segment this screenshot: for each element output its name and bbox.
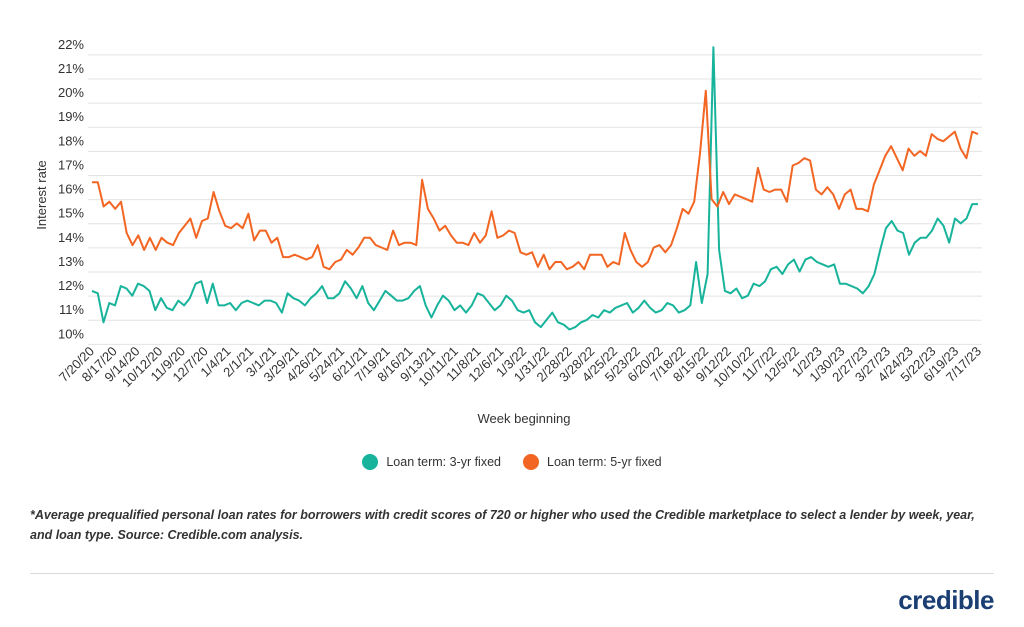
y-axis-ticks: 10% 11% 12% 13% 14% 15% 16% 17% 18% 19% 20% 21% 22%	[58, 37, 84, 342]
gridlines	[88, 54, 982, 345]
y-tick-label: 17%	[58, 157, 84, 172]
legend-label-3yr: Loan term: 3-yr fixed	[386, 455, 501, 469]
divider	[30, 573, 994, 574]
series-lines	[91, 46, 979, 331]
legend-label-5yr: Loan term: 5-yr fixed	[547, 455, 662, 469]
y-tick-label: 13%	[58, 254, 84, 269]
y-tick-label: 16%	[58, 182, 84, 197]
y-tick-label: 21%	[58, 61, 84, 76]
legend-item-3yr: Loan term: 3-yr fixed	[362, 454, 501, 470]
y-tick-label: 15%	[58, 206, 84, 221]
y-tick-label: 10%	[58, 326, 84, 341]
y-tick-label: 12%	[58, 278, 84, 293]
legend-item-5yr: Loan term: 5-yr fixed	[523, 454, 662, 470]
credible-logo: credible	[898, 585, 994, 615]
y-tick-label: 14%	[58, 230, 84, 245]
series-line-3yr	[91, 46, 978, 331]
y-tick-label: 11%	[59, 302, 84, 317]
y-tick-label: 18%	[58, 133, 84, 148]
x-axis-ticks: 7/20/208/17/209/14/2010/12/2011/9/2012/7…	[56, 344, 984, 390]
y-tick-label: 22%	[58, 37, 84, 52]
y-axis-title: Interest rate	[34, 160, 49, 229]
line-chart: 10%11%12%13%14%15%16%17%18%19%20%21%22% …	[34, 37, 984, 426]
y-tick-label: 19%	[58, 109, 84, 124]
footnote: *Average prequalified personal loan rate…	[30, 508, 975, 542]
legend-swatch-3yr	[362, 454, 379, 470]
x-axis-title: Week beginning	[478, 411, 571, 426]
legend: Loan term: 3-yr fixed Loan term: 5-yr fi…	[0, 454, 1024, 470]
y-tick-label: 20%	[58, 85, 84, 100]
series-line-5yr	[92, 89, 979, 271]
legend-swatch-5yr	[523, 454, 539, 470]
